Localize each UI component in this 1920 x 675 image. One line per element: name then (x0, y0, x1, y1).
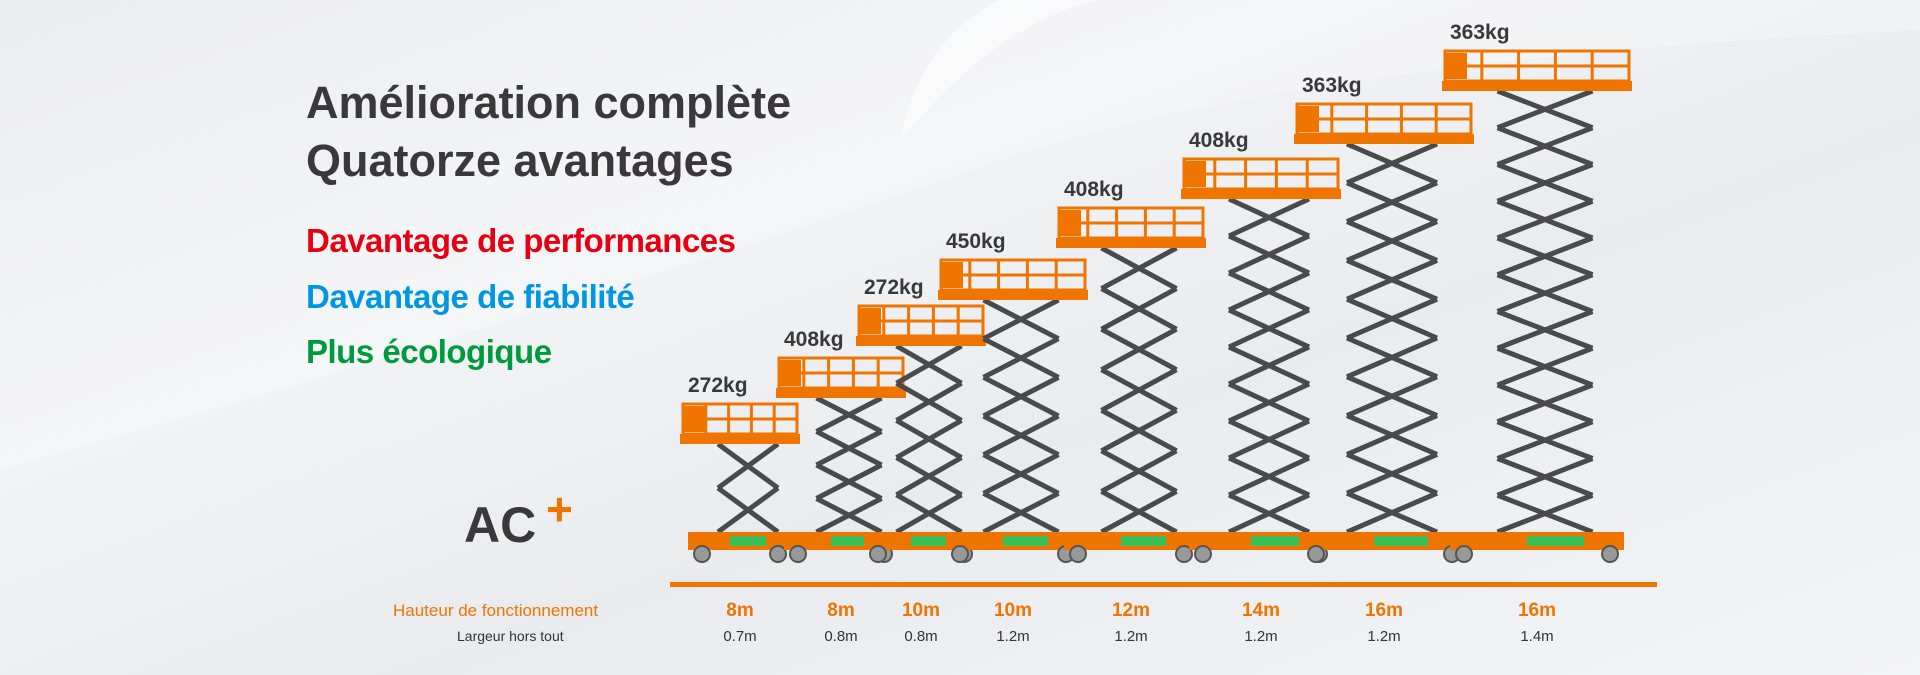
scissor-lift: 363kg (1294, 74, 1474, 563)
scissor-lift: 272kg (680, 374, 800, 563)
scissor-lift: 408kg (1056, 178, 1206, 563)
advantage-performance: Davantage de performances (306, 222, 736, 259)
battery-tray (1121, 536, 1166, 546)
battery-tray (831, 536, 870, 546)
control-box (1184, 161, 1206, 187)
overall-width-value: 0.7m (723, 628, 757, 645)
capacity-label: 408kg (1064, 178, 1124, 201)
capacity-label: 363kg (1302, 74, 1362, 97)
scissor-arms (1496, 88, 1594, 535)
guard-rail (939, 258, 1087, 292)
guard-rail (1295, 102, 1473, 136)
scissor-lift: 408kg (776, 328, 906, 563)
overall-width-value: 0.8m (824, 628, 858, 645)
control-box (1059, 210, 1081, 236)
working-height-value: 10m (901, 600, 941, 621)
wheel (951, 545, 969, 563)
control-box (1445, 53, 1467, 79)
headline-line2: Quatorze avantages (306, 135, 734, 186)
working-height-value: 10m (993, 600, 1033, 621)
wheel (1069, 545, 1087, 563)
working-height-label: Hauteur de fonctionnement (393, 601, 599, 620)
headline-line1: Amélioration complète (306, 77, 792, 128)
wheel (789, 545, 807, 563)
platform-deck (1442, 81, 1632, 91)
logo-text: AC (464, 497, 537, 553)
overall-width-label: Largeur hors tout (457, 628, 564, 644)
wheel (869, 545, 887, 563)
capacity-label: 272kg (864, 276, 924, 299)
battery-tray (1527, 536, 1584, 546)
advantage-ecological: Plus écologique (306, 333, 552, 370)
scissor-lift: 363kg (1442, 21, 1632, 563)
scissor-lift: 272kg (856, 276, 986, 563)
wheel (1307, 545, 1325, 563)
platform-deck (776, 388, 906, 398)
battery-tray (911, 536, 950, 546)
wheel (769, 545, 787, 563)
scissor-arms (895, 343, 963, 535)
scissor-arms (815, 395, 883, 535)
working-height-value: 12m (1111, 600, 1151, 621)
control-box (941, 262, 963, 288)
guard-rail (1182, 157, 1340, 191)
advantage-reliability: Davantage de fiabilité (306, 278, 635, 315)
platform-deck (1181, 189, 1341, 199)
plus-icon: + (546, 483, 573, 535)
platform-deck (1294, 134, 1474, 144)
working-height-value: 8m (726, 600, 754, 621)
working-height-value: 16m (1364, 600, 1404, 621)
scissor-arms (1346, 141, 1438, 535)
control-box (1297, 106, 1319, 132)
orange-divider (670, 582, 1657, 587)
scissor-lift: 408kg (1181, 129, 1341, 563)
working-height-value: 8m (827, 600, 855, 621)
wheel (693, 545, 711, 563)
guard-rail (1443, 49, 1631, 83)
overall-width-value: 1.2m (996, 628, 1030, 645)
capacity-label: 408kg (784, 328, 844, 351)
scissor-arms (1100, 245, 1178, 535)
battery-tray (1003, 536, 1048, 546)
battery-tray (1251, 536, 1299, 546)
wheel (1194, 545, 1212, 563)
platform-deck (1056, 238, 1206, 248)
platform-deck (856, 336, 986, 346)
platform-deck (938, 290, 1088, 300)
guard-rail (1057, 206, 1205, 240)
platform-deck (680, 434, 800, 444)
control-box (683, 406, 705, 432)
ac-plus-logo: AC + (464, 483, 573, 554)
overall-width-value: 1.2m (1367, 628, 1401, 645)
capacity-label: 450kg (946, 230, 1006, 253)
wheel (1175, 545, 1193, 563)
capacity-label: 363kg (1450, 21, 1510, 44)
overall-width-value: 0.8m (904, 628, 938, 645)
scissor-arms (982, 297, 1060, 535)
headline: Amélioration complète Quatorze avantages (306, 74, 791, 190)
capacity-label: 408kg (1189, 129, 1249, 152)
wheel (1601, 545, 1619, 563)
overall-width-value: 1.4m (1520, 628, 1554, 645)
scissor-arms (716, 441, 780, 535)
control-box (859, 308, 881, 334)
scissor-lift: 450kg (938, 230, 1088, 563)
working-height-value: 16m (1517, 600, 1557, 621)
wheel (1455, 545, 1473, 563)
battery-tray (1374, 536, 1428, 546)
overall-width-value: 1.2m (1244, 628, 1278, 645)
overall-width-value: 1.2m (1114, 628, 1148, 645)
control-box (779, 360, 801, 386)
scissor-arms (1227, 196, 1311, 535)
capacity-label: 272kg (688, 374, 748, 397)
working-height-value: 14m (1241, 600, 1281, 621)
battery-tray (730, 536, 766, 546)
